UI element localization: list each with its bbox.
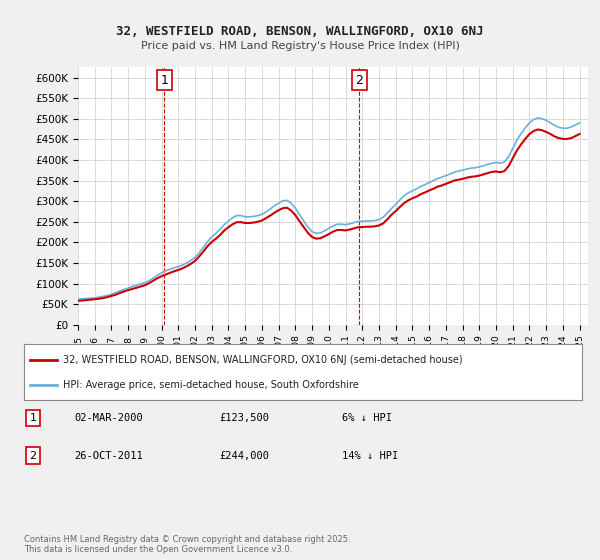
Text: 32, WESTFIELD ROAD, BENSON, WALLINGFORD, OX10 6NJ: 32, WESTFIELD ROAD, BENSON, WALLINGFORD,… <box>116 25 484 38</box>
Text: 32, WESTFIELD ROAD, BENSON, WALLINGFORD, OX10 6NJ (semi-detached house): 32, WESTFIELD ROAD, BENSON, WALLINGFORD,… <box>63 355 463 365</box>
Text: 1: 1 <box>161 73 169 87</box>
Text: 1: 1 <box>29 413 37 423</box>
Text: 02-MAR-2000: 02-MAR-2000 <box>74 413 143 423</box>
Text: 2: 2 <box>29 451 37 461</box>
Text: 14% ↓ HPI: 14% ↓ HPI <box>342 451 398 461</box>
Text: Price paid vs. HM Land Registry's House Price Index (HPI): Price paid vs. HM Land Registry's House … <box>140 41 460 51</box>
Text: £123,500: £123,500 <box>220 413 269 423</box>
Text: HPI: Average price, semi-detached house, South Oxfordshire: HPI: Average price, semi-detached house,… <box>63 380 359 390</box>
Text: 2: 2 <box>355 73 363 87</box>
Text: Contains HM Land Registry data © Crown copyright and database right 2025.
This d: Contains HM Land Registry data © Crown c… <box>24 535 350 554</box>
Text: 26-OCT-2011: 26-OCT-2011 <box>74 451 143 461</box>
Text: £244,000: £244,000 <box>220 451 269 461</box>
Text: 6% ↓ HPI: 6% ↓ HPI <box>342 413 392 423</box>
